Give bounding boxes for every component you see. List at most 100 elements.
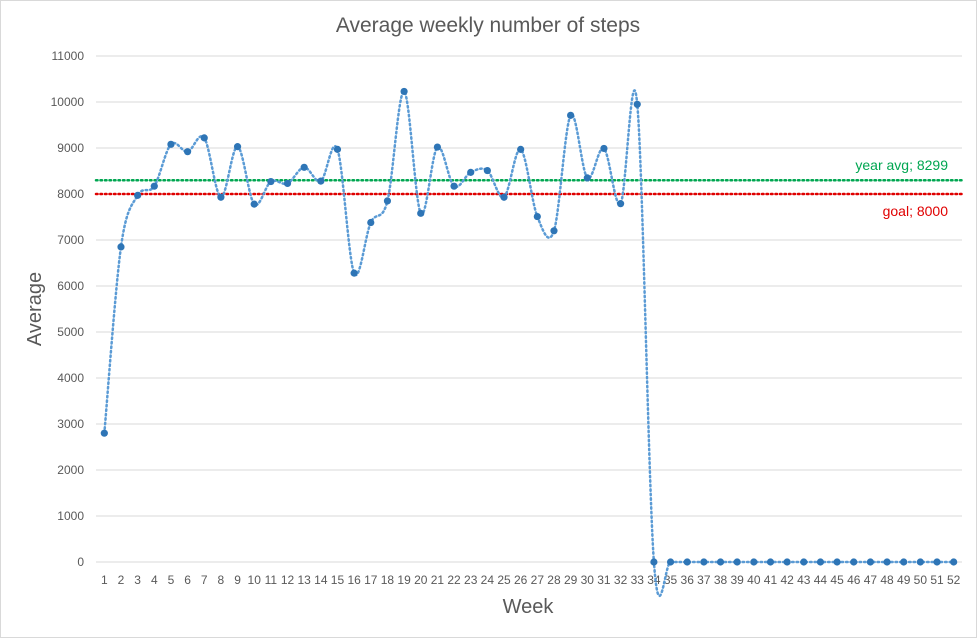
data-point <box>950 558 958 566</box>
x-tick-label: 12 <box>281 573 295 587</box>
data-point <box>283 179 292 188</box>
data-point <box>433 143 442 151</box>
data-point <box>916 558 924 566</box>
data-point <box>850 558 858 566</box>
x-tick-label: 15 <box>331 573 345 587</box>
x-tick-label: 6 <box>184 573 191 587</box>
x-tick-label: 46 <box>847 573 861 587</box>
data-point <box>483 166 491 175</box>
data-point <box>650 558 658 566</box>
y-tick-label: 11000 <box>52 49 85 63</box>
data-point <box>833 558 841 566</box>
x-tick-label: 9 <box>234 573 241 587</box>
data-point <box>200 134 208 142</box>
data-point <box>333 145 342 153</box>
x-tick-label: 27 <box>531 573 545 587</box>
data-point <box>100 429 108 437</box>
data-point <box>666 558 675 566</box>
reference-line-label: year avg; 8299 <box>855 157 948 173</box>
y-tick-label: 6000 <box>57 279 84 293</box>
x-tick-label: 26 <box>514 573 528 587</box>
data-point <box>766 558 775 566</box>
data-point <box>750 558 758 566</box>
y-tick-label: 5000 <box>57 325 84 339</box>
data-point <box>134 191 142 199</box>
series-layer <box>100 87 958 597</box>
y-tick-label: 2000 <box>57 463 84 477</box>
chart-title: Average weekly number of steps <box>336 14 640 37</box>
data-point <box>267 177 275 186</box>
data-point <box>317 177 325 185</box>
data-point <box>233 143 242 151</box>
x-tick-label: 36 <box>681 573 695 587</box>
x-tick-label: 1 <box>101 573 108 587</box>
gridlines <box>96 55 962 563</box>
x-tick-label: 20 <box>414 573 428 587</box>
y-tick-label: 9000 <box>57 141 84 155</box>
x-tick-label: 21 <box>431 573 445 587</box>
x-tick-label: 28 <box>547 573 561 587</box>
x-tick-label: 35 <box>664 573 678 587</box>
data-point <box>883 558 891 566</box>
x-tick-label: 17 <box>364 573 378 587</box>
x-tick-label: 48 <box>880 573 894 587</box>
x-tick-label: 7 <box>201 573 208 587</box>
x-tick-label: 50 <box>914 573 928 587</box>
x-tick-label: 33 <box>631 573 645 587</box>
data-point <box>800 558 808 566</box>
x-tick-label: 8 <box>218 573 225 587</box>
x-tick-label: 18 <box>381 573 395 587</box>
data-point <box>367 218 375 227</box>
y-tick-label: 7000 <box>57 233 84 247</box>
data-point <box>816 558 825 566</box>
data-point <box>933 558 941 566</box>
data-point <box>616 200 625 208</box>
data-point <box>217 193 225 201</box>
data-point <box>350 269 358 277</box>
data-point <box>733 558 741 566</box>
x-tick-label: 43 <box>797 573 811 587</box>
x-tick-label: 47 <box>864 573 878 587</box>
y-tick-label: 0 <box>77 555 84 569</box>
x-tick-label: 30 <box>581 573 595 587</box>
data-point <box>533 212 541 221</box>
data-point <box>517 145 525 153</box>
x-tick-label: 45 <box>830 573 844 587</box>
y-tick-label: 3000 <box>57 417 84 431</box>
x-tick-label: 39 <box>730 573 744 587</box>
y-tick-label: 10000 <box>51 95 85 109</box>
x-tick-label: 14 <box>314 573 328 587</box>
data-point <box>150 182 158 190</box>
data-point <box>783 558 791 566</box>
x-tick-label: 51 <box>930 573 944 587</box>
x-tick-label: 10 <box>248 573 262 587</box>
data-point <box>417 209 425 217</box>
x-tick-label: 5 <box>168 573 175 587</box>
x-axis-title: Week <box>503 596 555 618</box>
x-tick-label: 37 <box>697 573 711 587</box>
y-axis-title: Average <box>24 272 46 346</box>
data-point <box>450 182 458 190</box>
x-tick-label: 49 <box>897 573 911 587</box>
data-point <box>700 558 708 566</box>
data-point <box>600 144 608 153</box>
x-axis-ticks: 1 2 3 4 5 6 7 8 9 10 11 12 13 14 15 16 17 18 19 20 21 22 23 24 2… <box>101 573 961 587</box>
x-tick-label: 25 <box>497 573 511 587</box>
data-point <box>633 100 641 108</box>
y-tick-label: 1000 <box>57 509 84 523</box>
x-tick-label: 38 <box>714 573 728 587</box>
x-tick-label: 34 <box>647 573 661 587</box>
reference-line-label: goal; 8000 <box>883 203 949 219</box>
x-tick-label: 32 <box>614 573 628 587</box>
data-point <box>250 200 258 208</box>
data-point <box>167 140 175 148</box>
series-line <box>103 89 955 597</box>
data-point <box>183 148 192 156</box>
x-tick-label: 23 <box>464 573 478 587</box>
x-tick-label: 44 <box>814 573 828 587</box>
x-tick-label: 22 <box>447 573 461 587</box>
x-tick-label: 42 <box>780 573 794 587</box>
data-point <box>300 163 308 171</box>
